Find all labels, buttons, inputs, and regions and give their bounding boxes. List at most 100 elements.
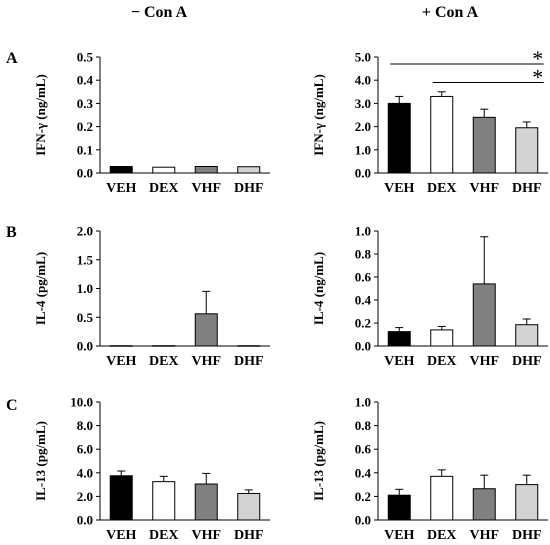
bar-dhf [237, 345, 261, 347]
x-tick-label: VHF [469, 354, 499, 369]
x-tick-label: VEH [106, 181, 136, 196]
row-label-c: C [6, 397, 18, 414]
bar-dhf [237, 166, 261, 174]
x-tick-label: VEH [384, 528, 414, 543]
bar-vhf [194, 313, 218, 347]
y-tick-label: 0.2 [355, 316, 371, 331]
y-tick-label: 0.4 [355, 293, 372, 308]
bar-dex [152, 345, 176, 347]
x-tick-label: VEH [106, 354, 136, 369]
y-tick-label: 1.5 [77, 252, 94, 267]
x-tick-label: VHF [191, 181, 221, 196]
y-tick-label: 8.0 [77, 418, 93, 433]
chart-panel: 0.0 0.2 0.4 0.6 0.8 1.0 IL-13 (pg/mL) VEH DEX VHF… [311, 395, 548, 543]
x-tick-label: DEX [427, 528, 457, 543]
bar-vhf [194, 166, 218, 174]
x-tick-label: VHF [469, 528, 499, 543]
bar-dex [152, 166, 176, 174]
bar-dex [430, 475, 454, 521]
y-tick-label: 0.4 [77, 73, 94, 88]
bar-veh [387, 331, 411, 347]
bar-dex [152, 481, 176, 521]
bar-dhf [237, 492, 261, 521]
x-tick-label: DHF [234, 528, 264, 543]
y-tick-label: 5.0 [355, 50, 371, 65]
y-tick-label: 0.5 [77, 50, 94, 65]
chart-panels: 0.0 0.1 0.2 0.3 0.4 0.5 IFN-γ (ng/mL) VEH DEX VHF… [33, 46, 548, 543]
y-tick-label: 0.0 [355, 166, 371, 181]
column-title-plus-cona: + Con A [422, 4, 479, 21]
x-tick-label: VHF [469, 181, 499, 196]
bar-dhf [515, 484, 539, 521]
y-tick-label: 0.5 [77, 310, 94, 325]
y-tick-label: 1.0 [77, 281, 93, 296]
x-tick-label: DEX [149, 181, 179, 196]
bar-vhf [472, 116, 496, 174]
y-tick-label: 0.2 [355, 489, 371, 504]
y-tick-label: 10.0 [70, 395, 93, 410]
bar-veh [109, 166, 133, 174]
x-tick-label: DEX [427, 181, 457, 196]
y-tick-label: 0.0 [355, 339, 371, 354]
y-tick-label: 0.0 [355, 513, 371, 528]
significance-star: * [532, 65, 543, 90]
y-tick-label: 6.0 [77, 442, 93, 457]
y-tick-label: 0.4 [355, 465, 372, 480]
x-tick-label: VHF [191, 354, 221, 369]
x-tick-label: DHF [234, 354, 264, 369]
bar-dex [430, 95, 454, 174]
y-tick-label: 2.0 [355, 119, 371, 134]
y-tick-label: 2.0 [77, 224, 93, 239]
x-tick-label: DHF [512, 181, 542, 196]
y-axis-label: IFN-γ (ng/mL) [311, 74, 326, 156]
y-tick-label: 0.1 [77, 142, 93, 157]
bar-veh [109, 475, 133, 521]
y-tick-label: 0.0 [77, 166, 93, 181]
x-tick-label: VEH [384, 354, 414, 369]
chart-panel: 0.0 1.0 2.0 3.0 4.0 5.0 IFN-γ (ng/mL) VEH DEX VHF… [311, 46, 548, 196]
y-tick-label: 2.0 [77, 489, 93, 504]
chart-panel: 0.0 2.0 4.0 6.0 8.0 10.0 IL-13 (pg/mL) VEH DEX VH… [33, 395, 270, 543]
y-axis-label: IFN-γ (ng/mL) [33, 74, 48, 156]
x-tick-label: DHF [512, 528, 542, 543]
y-tick-label: 0.3 [77, 96, 94, 111]
bar-vhf [472, 488, 496, 521]
y-tick-label: 0.0 [77, 339, 93, 354]
bar-dhf [515, 324, 539, 347]
y-axis-label: IL-13 (pg/mL) [311, 421, 326, 501]
y-tick-label: 0.0 [77, 513, 93, 528]
x-tick-label: DHF [234, 181, 264, 196]
y-tick-label: 0.2 [77, 119, 93, 134]
y-tick-label: 0.6 [355, 442, 372, 457]
y-tick-label: 0.8 [355, 418, 372, 433]
x-tick-label: DEX [427, 354, 457, 369]
bar-dex [430, 329, 454, 347]
row-label-b: B [6, 224, 17, 241]
column-title-minus-cona: − Con A [131, 4, 188, 21]
y-tick-label: 4.0 [77, 465, 93, 480]
y-tick-label: 1.0 [355, 395, 371, 410]
chart-panel: 0.0 0.5 1.0 1.5 2.0 IL-4 (pg/mL) VEH DEX VHF DHF [33, 224, 270, 369]
chart-panel: 0.0 0.1 0.2 0.3 0.4 0.5 IFN-γ (ng/mL) VEH DEX VHF… [33, 50, 270, 196]
bar-vhf [472, 283, 496, 347]
bar-dhf [515, 127, 539, 174]
x-tick-label: DEX [149, 528, 179, 543]
bar-veh [387, 102, 411, 174]
x-tick-label: DHF [512, 354, 542, 369]
y-axis-label: IL-13 (pg/mL) [33, 421, 48, 501]
x-tick-label: VEH [384, 181, 414, 196]
x-tick-label: VEH [106, 528, 136, 543]
y-tick-label: 1.0 [355, 142, 371, 157]
y-tick-label: 1.0 [355, 224, 371, 239]
y-tick-label: 3.0 [355, 96, 371, 111]
y-axis-label: IL-4 (pg/mL) [33, 252, 48, 325]
significance-star: * [532, 46, 543, 71]
x-tick-label: VHF [191, 528, 221, 543]
chart-panel: 0.0 0.2 0.4 0.6 0.8 1.0 IL-4 (ng/mL) VEH DEX VHF D… [311, 224, 548, 369]
y-tick-label: 0.6 [355, 270, 372, 285]
y-tick-label: 0.8 [355, 247, 372, 262]
y-axis-label: IL-4 (ng/mL) [311, 252, 326, 325]
y-tick-label: 4.0 [355, 73, 371, 88]
bar-vhf [194, 483, 218, 521]
